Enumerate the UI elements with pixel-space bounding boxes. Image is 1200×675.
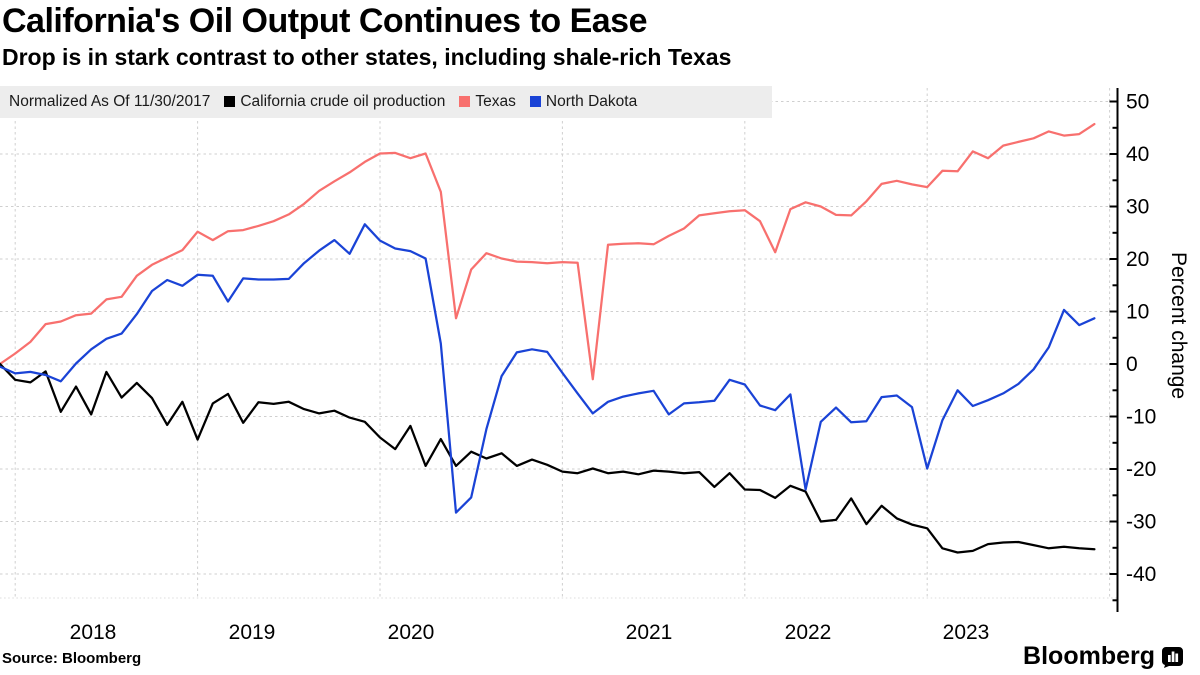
- legend-item-1: Texas: [459, 93, 516, 110]
- series-line-north-dakota: [0, 223, 1096, 514]
- source-credit: Source: Bloomberg: [2, 650, 142, 667]
- svg-text:20: 20: [1126, 248, 1149, 271]
- series-line-texas: [0, 122, 1096, 381]
- legend-label: California crude oil production: [240, 93, 446, 110]
- legend-swatch: [459, 96, 471, 107]
- legend-item-0: California crude oil production: [224, 93, 445, 110]
- svg-text:0: 0: [1126, 353, 1138, 376]
- legend-label: Texas: [475, 93, 516, 110]
- svg-text:50: 50: [1126, 91, 1149, 114]
- bloomberg-wordmark: Bloomberg: [1023, 642, 1155, 670]
- svg-text:2018: 2018: [70, 621, 117, 644]
- svg-text:2020: 2020: [388, 621, 435, 644]
- svg-text:2023: 2023: [943, 621, 990, 644]
- page-subtitle: Drop is in stark contrast to other state…: [2, 44, 732, 70]
- legend-note: Normalized As Of 11/30/2017: [9, 93, 211, 110]
- svg-text:40: 40: [1126, 143, 1149, 166]
- series-line-california-crude-oil-production: [0, 362, 1096, 554]
- svg-text:Percent change: Percent change: [1167, 252, 1190, 399]
- svg-text:30: 30: [1126, 196, 1149, 219]
- legend-item-2: North Dakota: [529, 93, 638, 110]
- svg-text:2019: 2019: [229, 621, 276, 644]
- legend-swatch: [529, 96, 541, 107]
- svg-text:-30: -30: [1126, 511, 1156, 534]
- bloomberg-logo: Bloomberg: [1023, 642, 1184, 671]
- legend-swatch: [224, 96, 236, 107]
- svg-text:-20: -20: [1126, 458, 1156, 481]
- svg-text:-40: -40: [1126, 563, 1156, 586]
- bloomberg-chart-icon: [1162, 646, 1183, 668]
- svg-text:2021: 2021: [626, 621, 673, 644]
- svg-text:-10: -10: [1126, 406, 1156, 429]
- svg-text:10: 10: [1126, 301, 1149, 324]
- legend-label: North Dakota: [545, 93, 638, 110]
- svg-text:2022: 2022: [785, 621, 832, 644]
- page-title: California's Oil Output Continues to Eas…: [2, 2, 647, 40]
- chart-legend: Normalized As Of 11/30/2017 California cr…: [0, 86, 772, 118]
